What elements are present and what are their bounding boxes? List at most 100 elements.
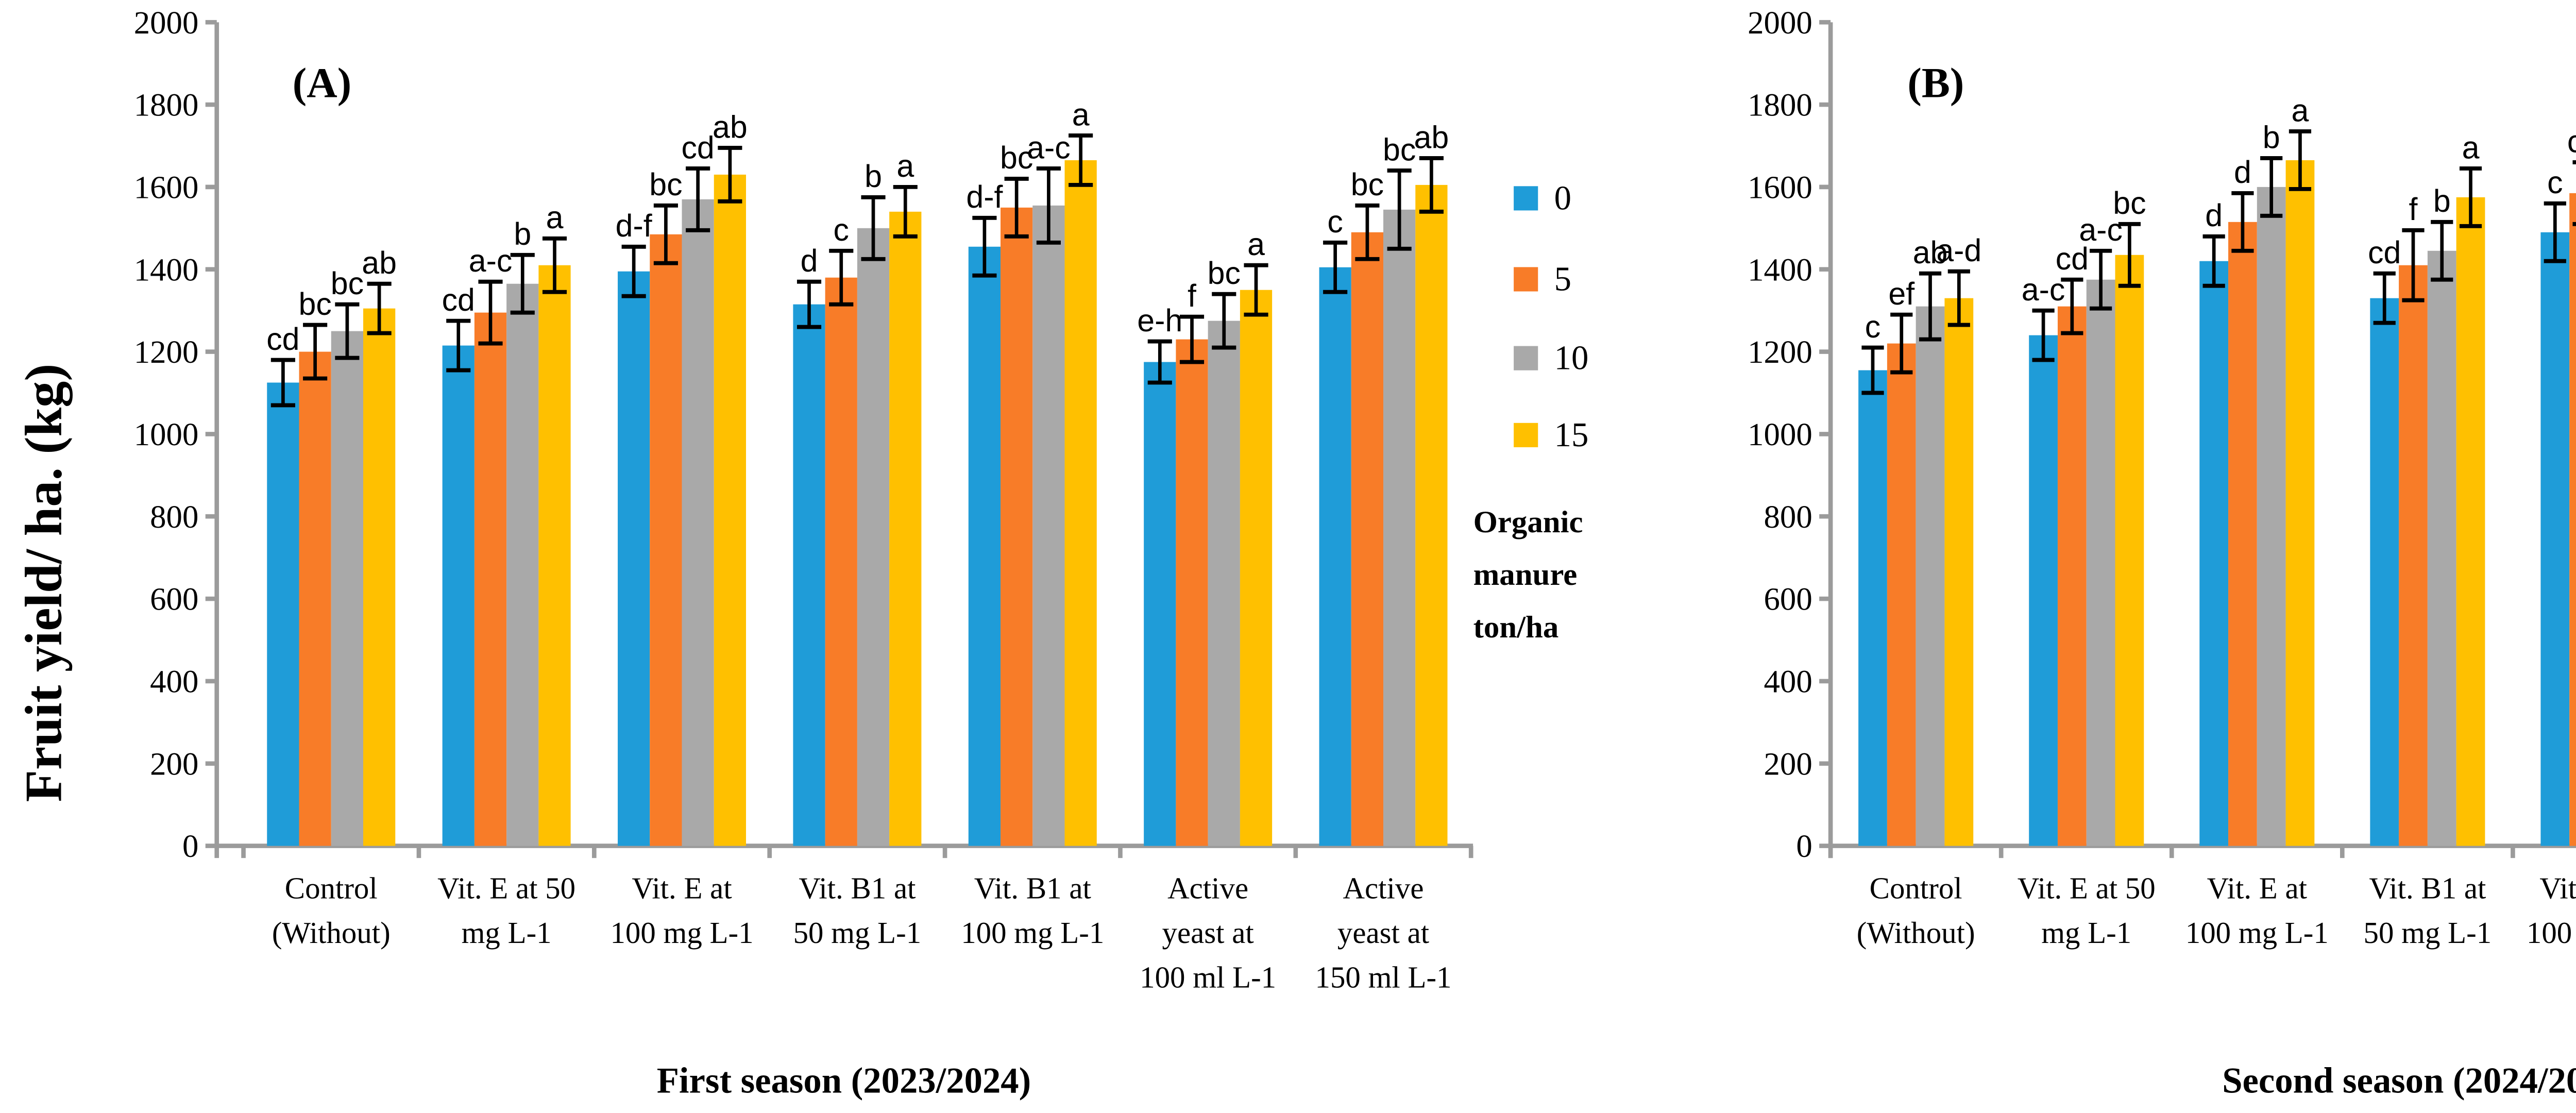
category-label-line: Vit. B1 at [2539,872,2576,905]
bar [1208,321,1240,846]
sig-letter: a-c [2022,272,2065,307]
category-label-line: 100 mg L-1 [2527,916,2576,950]
sig-letter: f [1188,278,1196,313]
category-label-line: 150 ml L-1 [1315,961,1452,994]
y-tick-label: 200 [150,746,198,782]
legend-item-label: 10 [1554,340,1589,377]
sig-letter: bc [1383,132,1416,167]
sig-letter: ef [1888,276,1914,311]
bar [2370,298,2399,846]
sig-letter: c [2547,165,2563,200]
category-label-line: Vit. B1 at [2369,872,2486,905]
y-tick-label: 800 [150,499,198,535]
bar [1944,298,1974,846]
category-label-line: Vit. E at 50 [437,872,575,905]
sig-letter: c [1327,204,1343,239]
y-tick-label: 2000 [1748,5,1812,41]
category-label-line: 100 mg L-1 [2185,916,2329,950]
sig-letter: bc [1208,256,1241,291]
bar [2057,306,2087,846]
y-tick-label: 1000 [1748,416,1812,452]
bar [1240,290,1273,846]
category-label-line: 100 ml L-1 [1140,961,1276,994]
bar [650,234,682,846]
legend-swatch [1514,423,1538,447]
legend-item-label: 0 [1554,179,1571,217]
bar [1887,343,1916,846]
category-label-line: 100 mg L-1 [961,916,1104,950]
bar [2115,255,2144,846]
panel-label: (A) [293,60,351,107]
bar [2399,265,2428,846]
sig-letter: e-h [1137,303,1182,338]
bar [1144,362,1176,846]
sig-letter: b [865,159,882,194]
sig-letter: bc [1000,140,1033,175]
y-tick-label: 1200 [134,334,199,370]
category-label-line: yeast at [1162,916,1255,950]
bar [363,308,396,846]
sig-letter: cd [2056,241,2089,276]
category-label-line: Vit. E at [2207,872,2308,905]
bar [1001,207,1033,846]
sig-letter: b [2263,120,2280,155]
y-tick-label: 600 [1764,581,1812,617]
sig-letter: bc [649,167,682,202]
bar [889,211,922,846]
sig-letter: cd [2567,124,2576,159]
sig-letter: c [834,212,849,247]
sig-letter: a [2292,93,2309,128]
sig-letter: ab [1414,120,1449,155]
legend-item-label: 5 [1554,261,1571,298]
bar [474,312,507,846]
legend-item-label: 15 [1554,416,1589,454]
category-label-line: Vit. B1 at [974,872,1092,905]
y-tick-label: 1800 [134,87,199,123]
sig-letter: bc [1351,167,1384,202]
category-label-line: Active [1167,872,1248,905]
legend-title-line: ton/ha [1473,610,1559,645]
sig-letter: ab [1913,235,1948,270]
category-label-line: Vit. E at 50 [2018,872,2156,905]
bar [714,174,747,846]
bar [1858,370,1887,846]
sig-letter: a-c [469,243,513,278]
category-label-line: 100 mg L-1 [610,916,753,950]
category-label-line: 50 mg L-1 [793,916,922,950]
legend-swatch [1514,346,1538,370]
legend-swatch [1514,186,1538,211]
season-title: First season (2023/2024) [657,1061,1031,1101]
category-label-line: Active [1343,872,1424,905]
sig-letter: bc [299,286,332,322]
sig-letter: a-c [2079,212,2123,247]
bar [793,304,825,846]
bar [968,246,1001,846]
category-label-line: Control [285,872,378,905]
category-label-line: Vit. E at [632,872,732,905]
sig-letter: d [801,243,818,278]
category-label-line: mg L-1 [2041,916,2131,950]
sig-letter: bc [331,266,364,301]
sig-letter: a-c [1027,130,1071,165]
y-tick-label: 1000 [134,416,199,452]
bar [2569,193,2576,846]
bar [1064,160,1097,846]
sig-letter: ab [362,245,397,280]
y-tick-label: 1800 [1748,87,1812,123]
sig-letter: cd [682,130,715,165]
bar [618,271,650,846]
bar [1319,267,1351,846]
y-tick-label: 400 [150,664,198,700]
sig-letter: cd [442,282,475,317]
bar [2427,250,2456,846]
y-tick-label: 200 [1764,746,1812,782]
sig-letter: c [1865,309,1880,344]
bar [2540,232,2570,846]
bar [331,331,364,846]
y-tick-label: 800 [1764,499,1812,535]
sig-letter: d-f [616,208,652,243]
bar [857,228,890,846]
y-tick-label: 600 [150,581,198,617]
bar [1415,184,1448,846]
